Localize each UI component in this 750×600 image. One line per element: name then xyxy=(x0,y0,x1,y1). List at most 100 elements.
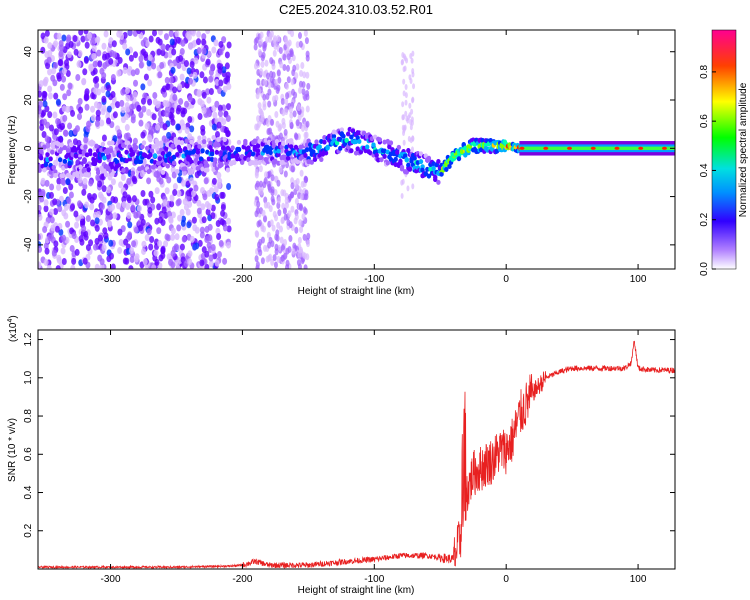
ridge-cell xyxy=(195,149,201,155)
noise-cell xyxy=(42,225,48,233)
noise-cell xyxy=(120,88,126,96)
ridge-cell xyxy=(65,152,71,158)
noise-cell xyxy=(269,76,274,84)
noise-cell xyxy=(140,39,146,47)
noise-cell xyxy=(216,171,222,179)
noise-cell xyxy=(410,57,414,64)
noise-cell xyxy=(101,243,107,251)
ridge-cell xyxy=(38,155,44,161)
noise-cell xyxy=(215,227,221,235)
tone-peak xyxy=(614,146,620,150)
ridge-cell xyxy=(447,164,452,170)
noise-cell xyxy=(277,76,282,84)
noise-cell xyxy=(280,217,285,225)
ridge-cell xyxy=(418,159,424,165)
noise-cell xyxy=(82,257,88,265)
ridge-cell xyxy=(171,160,177,166)
noise-cell xyxy=(140,48,146,56)
ridge-cell xyxy=(353,150,359,156)
noise-cell xyxy=(164,110,170,118)
noise-cell xyxy=(87,192,93,200)
colorbar-tick-label: 0.8 xyxy=(699,64,710,78)
noise-cell xyxy=(126,196,132,204)
noise-cell xyxy=(68,41,74,49)
noise-cell xyxy=(270,258,275,266)
noise-cell xyxy=(38,107,43,115)
noise-cell xyxy=(147,79,153,87)
noise-cell xyxy=(129,246,135,254)
noise-cell xyxy=(126,177,132,185)
noise-cell xyxy=(253,43,258,51)
ridge-cell xyxy=(78,165,83,171)
noise-cell xyxy=(298,86,303,94)
noise-cell xyxy=(68,129,74,137)
noise-cell xyxy=(188,42,194,50)
noise-cell xyxy=(95,109,101,117)
noise-cell xyxy=(222,257,228,265)
noise-cell xyxy=(178,54,184,62)
noise-cell xyxy=(83,94,89,102)
noise-cell xyxy=(299,226,304,234)
noise-cell xyxy=(47,111,53,119)
noise-cell xyxy=(141,159,147,167)
noise-cell xyxy=(123,166,129,174)
noise-cell xyxy=(61,75,67,83)
noise-cell xyxy=(153,249,159,257)
noise-cell xyxy=(116,69,122,77)
noise-cell xyxy=(196,199,202,207)
noise-cell xyxy=(98,191,104,199)
noise-cell xyxy=(262,93,267,101)
ridge-cell xyxy=(160,151,166,157)
noise-cell xyxy=(54,225,60,233)
noise-cell xyxy=(211,177,217,185)
snr-xlabel: Height of straight line (km) xyxy=(298,585,415,596)
noise-cell xyxy=(107,204,113,212)
noise-cell xyxy=(220,191,226,199)
noise-cell xyxy=(254,36,259,44)
ridge-cell xyxy=(43,162,49,168)
noise-cell xyxy=(99,119,105,127)
ridge-cell xyxy=(358,149,364,155)
noise-cell xyxy=(52,62,58,70)
noise-cell xyxy=(99,202,105,210)
noise-cell xyxy=(270,174,275,182)
noise-cell xyxy=(223,77,229,85)
noise-cell xyxy=(172,93,178,101)
ridge-cell xyxy=(433,177,438,183)
noise-cell xyxy=(92,193,98,201)
noise-cell xyxy=(68,191,74,199)
ridge-cell xyxy=(382,153,387,159)
noise-cell xyxy=(131,240,137,248)
tone-peak xyxy=(590,146,596,150)
noise-cell xyxy=(186,189,192,197)
tone-peak xyxy=(661,146,667,150)
noise-cell xyxy=(70,264,76,269)
noise-cell xyxy=(45,62,51,70)
noise-cell xyxy=(82,183,88,191)
ridge-cell xyxy=(295,159,300,165)
noise-cell xyxy=(51,67,57,75)
noise-cell xyxy=(106,84,112,92)
ridge-cell xyxy=(65,148,71,154)
noise-cell xyxy=(93,101,99,109)
noise-cell xyxy=(196,207,202,215)
ridge-cell xyxy=(338,145,343,151)
noise-cell xyxy=(271,63,276,71)
noise-cell xyxy=(196,30,202,38)
ridge-cell xyxy=(364,144,370,150)
noise-cell xyxy=(44,247,50,255)
noise-cell xyxy=(284,97,289,105)
noise-cell xyxy=(213,39,219,47)
ridge-cell xyxy=(108,148,114,154)
ridge-cell xyxy=(325,145,330,151)
noise-cell xyxy=(302,71,307,79)
noise-cell xyxy=(147,98,153,106)
ridge-cell xyxy=(170,143,175,149)
noise-cell xyxy=(186,67,192,75)
noise-cell xyxy=(303,131,308,139)
noise-cell xyxy=(274,243,279,251)
ridge-cell xyxy=(431,165,436,171)
ridge-cell xyxy=(214,149,220,155)
noise-cell xyxy=(220,209,226,217)
svg-text:(x104): (x104) xyxy=(7,315,19,342)
